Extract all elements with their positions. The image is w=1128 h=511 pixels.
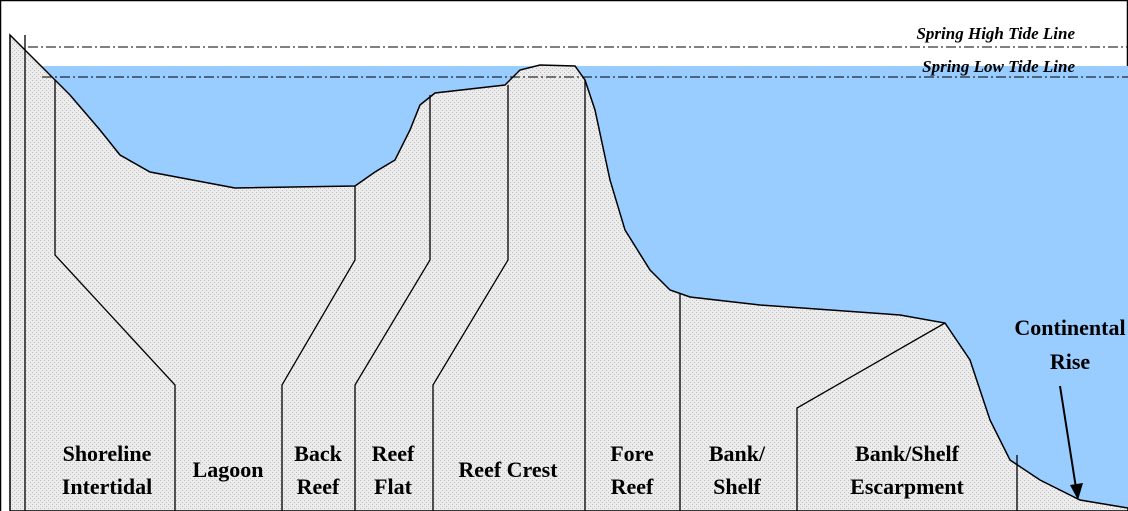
page: {"tide_lines": {"high": "Spring High Tid… — [0, 0, 1128, 511]
zone-label: Reef — [611, 474, 654, 499]
zone-label: Reef — [297, 474, 340, 499]
high-tide-label: Spring High Tide Line — [916, 24, 1075, 43]
zone-label: Flat — [374, 474, 413, 499]
zone-label: Rise — [1050, 349, 1091, 374]
zone-label: Shoreline — [63, 441, 152, 466]
zone-label: Bank/Shelf — [855, 441, 960, 466]
zone-label: Lagoon — [193, 457, 264, 482]
low-tide-label: Spring Low Tide Line — [922, 57, 1075, 76]
zone-label: Continental — [1014, 315, 1125, 340]
zone-label: Escarpment — [850, 474, 964, 499]
zone-label: Shelf — [713, 474, 761, 499]
zone-label: Intertidal — [62, 474, 152, 499]
zone-label: Reef — [372, 441, 415, 466]
zone-label: Back — [294, 441, 342, 466]
zone-label: Bank/ — [709, 441, 766, 466]
reef-profile-diagram: Spring High Tide Line Spring Low Tide Li… — [0, 0, 1128, 511]
zone-label: Reef Crest — [458, 457, 558, 482]
zone-label: Fore — [610, 441, 654, 466]
